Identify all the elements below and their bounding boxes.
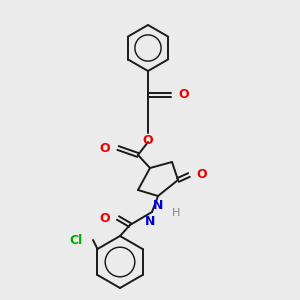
Text: O: O xyxy=(99,212,110,224)
Text: N: N xyxy=(145,215,155,228)
Text: O: O xyxy=(196,169,207,182)
Text: O: O xyxy=(178,88,189,101)
Text: O: O xyxy=(99,142,110,154)
Text: O: O xyxy=(143,134,153,147)
Text: H: H xyxy=(172,208,180,218)
Text: N: N xyxy=(153,199,163,212)
Text: Cl: Cl xyxy=(70,233,83,247)
